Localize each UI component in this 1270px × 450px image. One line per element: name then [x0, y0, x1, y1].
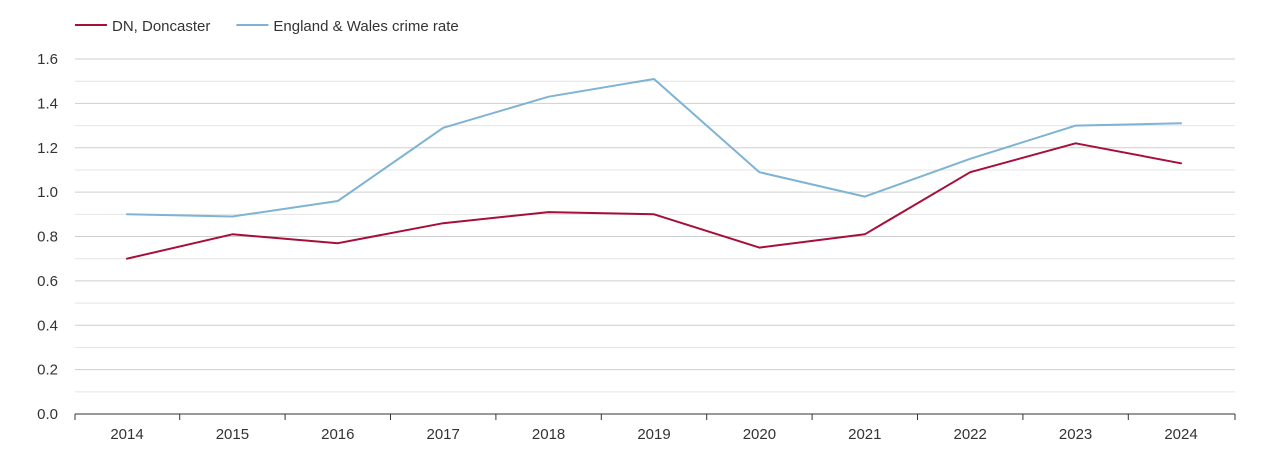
x-axis: 2014 2015 2016 2017 2018 2019 2020 2021 2022 2023…	[74, 413, 1236, 443]
x-tick-label: 2023	[1059, 426, 1092, 443]
y-tick-label: 1.6	[37, 51, 58, 68]
y-tick-label: 1.0	[37, 184, 58, 201]
legend-label-dn-doncaster: DN, Doncaster	[112, 18, 210, 35]
series-group	[126, 78, 1182, 260]
y-tick-label: 0.0	[37, 406, 58, 423]
x-tick-label: 2014	[110, 426, 143, 443]
legend: DN, Doncaster England & Wales crime rate	[75, 18, 459, 35]
x-tick-label: 2020	[743, 426, 776, 443]
x-tick-label: 2024	[1164, 426, 1197, 443]
x-tick-label: 2015	[216, 426, 249, 443]
series-line-england-wales-crime-rate	[126, 78, 1182, 218]
x-tick-label: 2017	[427, 426, 460, 443]
y-tick-label: 0.2	[37, 362, 58, 379]
gridlines	[75, 58, 1235, 393]
x-tick-label: 2022	[954, 426, 987, 443]
y-tick-label: 1.4	[37, 95, 58, 112]
x-tick-label: 2019	[637, 426, 670, 443]
y-tick-label: 0.8	[37, 229, 58, 246]
x-tick-label: 2018	[532, 426, 565, 443]
y-tick-label: 1.2	[37, 140, 58, 157]
y-tick-label: 0.4	[37, 317, 58, 334]
y-axis: 0.0 0.2 0.4 0.6 0.8 1.0 1.2 1.4 1.6	[37, 51, 58, 423]
legend-label-england-wales-crime-rate: England & Wales crime rate	[273, 18, 458, 35]
series-line-dn-doncaster	[126, 142, 1182, 260]
x-tick-label: 2021	[848, 426, 881, 443]
x-tick-label: 2016	[321, 426, 354, 443]
y-tick-label: 0.6	[37, 273, 58, 290]
